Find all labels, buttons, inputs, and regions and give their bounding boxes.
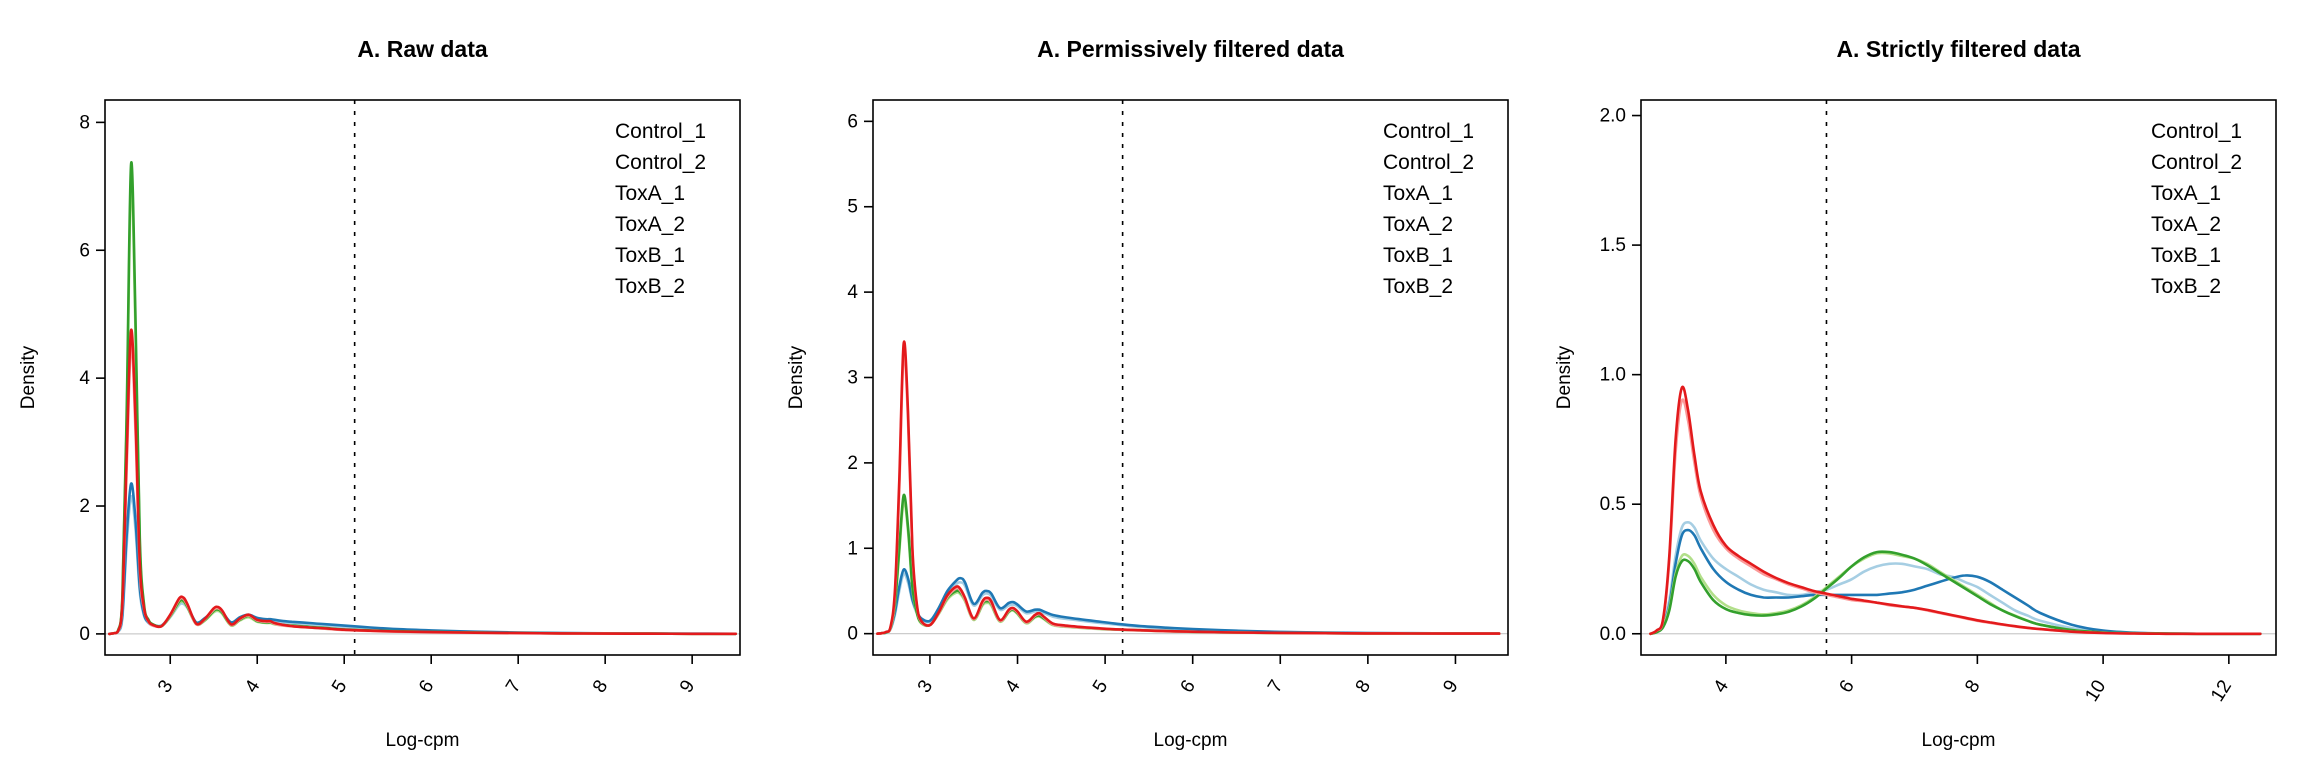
x-tick-label: 9 [1439, 677, 1462, 697]
density-curve-ToxB_1 [876, 350, 1501, 635]
x-tick-label: 10 [2081, 677, 2110, 706]
legend-item-Control_1: Control_1 [2151, 120, 2242, 143]
x-tick-label: 12 [2207, 677, 2236, 706]
panel-strictly-filtered-data: 4 6 8 10 12 0.0 0.5 1.0 1.5 2.0 A. Strictly filter… [1536, 0, 2304, 768]
panel-title: A. Permissively filtered data [1037, 36, 1344, 62]
x-tick-label: 9 [676, 677, 699, 697]
legend-item-ToxB_1: ToxB_1 [2151, 244, 2221, 267]
legend: Control_1 Control_2 ToxA_1 ToxA_2 ToxB_1 ToxB… [615, 120, 706, 298]
density-curve-ToxB_2 [1649, 385, 2262, 636]
panel-permissively-filtered-data: 3 4 5 6 7 8 9 0 1 2 3 4 5 6 A. Permissively filtered d… [768, 0, 1536, 768]
legend: Control_1 Control_2 ToxA_1 ToxA_2 ToxB_1 ToxB… [2151, 120, 2242, 298]
legend-item-ToxA_2: ToxA_2 [2151, 213, 2221, 236]
legend-item-ToxB_2: ToxB_2 [615, 275, 685, 298]
x-tick-label: 3 [914, 677, 937, 697]
x-tick-label: 8 [589, 677, 612, 697]
y-tick-label: 5 [847, 197, 858, 218]
legend-item-ToxA_2: ToxA_2 [1383, 213, 1453, 236]
y-tick-label: 0 [79, 624, 90, 645]
y-tick-label: 0 [847, 624, 858, 645]
density-curve-Control_1 [108, 495, 737, 636]
y-tick-label: 0.0 [1600, 624, 1626, 645]
density-plot-strict: 4 6 8 10 12 0.0 0.5 1.0 1.5 2.0 A. Strictly filter… [1554, 36, 2277, 751]
curves-group [876, 340, 1501, 635]
density-curve-Control_2 [1649, 528, 2262, 636]
legend-item-Control_1: Control_1 [615, 120, 706, 143]
x-tick-label: 7 [1264, 677, 1287, 697]
y-tick-label: 3 [847, 368, 858, 389]
density-curve-ToxB_1 [108, 341, 737, 636]
y-tick-label: 1.0 [1600, 365, 1626, 386]
curves-group [1649, 385, 2262, 636]
density-curve-Control_2 [108, 482, 737, 636]
y-axis-label: Density [18, 345, 39, 409]
density-plot-raw: 3 4 5 6 7 8 9 0 2 4 6 8 A. Raw data Log-cpm Density Con… [18, 36, 741, 751]
density-curve-Control_2 [876, 568, 1501, 635]
x-tick-label: 8 [1352, 677, 1375, 697]
curves-group [108, 160, 737, 636]
x-tick-label: 3 [154, 677, 177, 697]
y-tick-label: 2 [79, 496, 90, 517]
y-tick-label: 8 [79, 112, 90, 133]
density-plot-permissive: 3 4 5 6 7 8 9 0 1 2 3 4 5 6 A. Permissively filtered d… [786, 36, 1509, 751]
y-tick-label: 1 [847, 538, 858, 559]
legend-item-ToxA_1: ToxA_1 [2151, 182, 2221, 205]
x-tick-label: 4 [1001, 676, 1025, 696]
legend-item-Control_2: Control_2 [615, 151, 706, 174]
x-tick-label: 5 [1089, 677, 1112, 697]
legend-item-Control_2: Control_2 [1383, 151, 1474, 174]
y-tick-label: 2 [847, 453, 858, 474]
y-axis-label: Density [786, 345, 807, 409]
x-tick-label: 6 [415, 677, 438, 697]
x-tick-label: 7 [502, 677, 525, 697]
x-axis-label: Log-cpm [1154, 730, 1228, 751]
panel-title: A. Raw data [357, 36, 488, 62]
density-curve-ToxA_1 [1649, 551, 2262, 636]
y-tick-label: 4 [79, 368, 90, 389]
y-tick-label: 6 [847, 111, 858, 132]
density-curve-ToxB_2 [108, 328, 737, 636]
legend-item-ToxB_1: ToxB_1 [1383, 244, 1453, 267]
legend-item-ToxB_2: ToxB_2 [1383, 275, 1453, 298]
x-tick-label: 6 [1177, 677, 1200, 697]
density-curve-ToxA_2 [1649, 550, 2262, 636]
y-tick-label: 1.5 [1600, 235, 1626, 256]
x-axis-label: Log-cpm [1922, 730, 1996, 751]
y-tick-label: 6 [79, 240, 90, 261]
y-axis-label: Density [1554, 345, 1575, 409]
y-tick-label: 4 [847, 282, 858, 303]
legend-item-ToxB_1: ToxB_1 [615, 244, 685, 267]
panel-title: A. Strictly filtered data [1836, 36, 2080, 62]
legend: Control_1 Control_2 ToxA_1 ToxA_2 ToxB_1 ToxB… [1383, 120, 1474, 298]
x-tick-label: 8 [1961, 677, 1984, 697]
x-tick-label: 5 [328, 677, 351, 697]
x-tick-label: 6 [1835, 677, 1858, 697]
x-tick-label: 4 [1710, 676, 1734, 696]
legend-item-Control_1: Control_1 [1383, 120, 1474, 143]
legend-item-ToxA_2: ToxA_2 [615, 213, 685, 236]
density-curve-ToxB_1 [1649, 398, 2262, 636]
y-tick-label: 0.5 [1600, 494, 1626, 515]
density-curve-Control_1 [1649, 520, 2262, 636]
x-tick-label: 4 [241, 676, 265, 696]
density-curve-ToxB_2 [876, 340, 1501, 635]
panel-raw-data: 3 4 5 6 7 8 9 0 2 4 6 8 A. Raw data Log-cpm Density Con… [0, 0, 768, 768]
legend-item-ToxA_1: ToxA_1 [1383, 182, 1453, 205]
x-axis-label: Log-cpm [386, 730, 460, 751]
y-tick-label: 2.0 [1600, 106, 1626, 127]
legend-item-ToxB_2: ToxB_2 [2151, 275, 2221, 298]
density-curve-Control_1 [876, 572, 1501, 635]
plot-box [1640, 99, 2277, 656]
legend-item-ToxA_1: ToxA_1 [615, 182, 685, 205]
legend-item-Control_2: Control_2 [2151, 151, 2242, 174]
